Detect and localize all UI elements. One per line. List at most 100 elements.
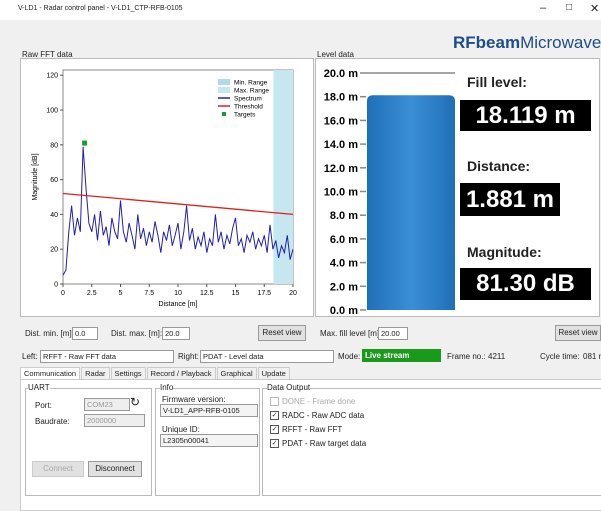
- legend-label: Min. Range: [234, 80, 268, 87]
- legend-swatch: [222, 112, 226, 116]
- plot-area: [62, 69, 294, 285]
- label: Port:: [35, 401, 52, 410]
- y-tick-label: 4.0 m: [330, 258, 358, 270]
- magnitude-label: Magnitude:: [467, 244, 542, 260]
- checkbox-label: DONE - Frame done: [282, 397, 356, 406]
- y-tick-label: 100: [46, 108, 58, 115]
- legend-swatch: [218, 87, 230, 93]
- x-tick-label: 2.5: [87, 290, 97, 297]
- logo-a: RFbeam: [453, 33, 521, 52]
- dist-max-input[interactable]: 20.0: [162, 327, 190, 340]
- firmware-field: V-LD1_APP-RFB-0105: [160, 404, 258, 417]
- y-tick-label: 120: [46, 73, 58, 80]
- y-tick-label: 20: [50, 247, 58, 254]
- legend-label: Targets: [234, 112, 256, 119]
- checkbox-label: RADC - Raw ADC data: [282, 411, 365, 420]
- tab[interactable]: Settings: [110, 367, 146, 379]
- checkbox[interactable]: ✓: [270, 439, 279, 448]
- legend-label: Max. Range: [234, 88, 269, 95]
- label: Firmware version:: [162, 395, 226, 404]
- disconnect-button[interactable]: Disconnect: [88, 461, 142, 477]
- x-tick-label: 20: [289, 290, 297, 297]
- legend-label: Spectrum: [234, 96, 262, 103]
- x-tick-label: 15: [232, 290, 240, 297]
- title-bar: V-LD1 - Radar control panel - V-LD1_CTP-…: [0, 0, 601, 20]
- y-tick-label: 20.0 m: [324, 68, 358, 80]
- distance-label: Distance:: [467, 158, 531, 174]
- panel-title: Level data: [317, 50, 354, 59]
- y-tick-label: 8.0 m: [330, 210, 358, 222]
- tab[interactable]: Graphical: [216, 367, 257, 379]
- y-tick-label: 40: [50, 212, 58, 219]
- refresh-icon[interactable]: ↻: [130, 395, 141, 409]
- y-tick-label: 16.0 m: [324, 115, 358, 127]
- uid-field: L2305n00041: [160, 434, 258, 447]
- panel-title: Raw FFT data: [22, 50, 73, 59]
- y-axis-label: Magnitude [dB]: [32, 153, 39, 200]
- cycle-value: 081 m: [583, 352, 601, 361]
- x-tick-label: 5: [119, 290, 123, 297]
- close[interactable]: ✕: [590, 3, 600, 15]
- label: Unique ID:: [162, 425, 200, 434]
- x-tick-label: 7.5: [144, 290, 154, 297]
- tab[interactable]: Record / Playback: [146, 367, 216, 379]
- maximize[interactable]: □: [566, 2, 573, 13]
- group-title: Data Output: [267, 383, 311, 392]
- label: Left:: [22, 352, 38, 361]
- checkbox[interactable]: ✓: [270, 411, 279, 420]
- port-select[interactable]: COM23: [84, 398, 130, 411]
- tab[interactable]: Radar: [81, 367, 110, 379]
- label: Baudrate:: [35, 417, 70, 426]
- level-bar: [367, 95, 455, 310]
- target-marker: [82, 140, 88, 146]
- label: Mode:: [338, 352, 361, 361]
- logo-b: Microwave: [520, 33, 601, 52]
- y-tick-label: 80: [50, 142, 58, 149]
- label: Dist. min. [m]:: [25, 329, 74, 338]
- x-tick-label: 17.5: [257, 290, 271, 297]
- y-tick-label: 10.0 m: [324, 187, 358, 199]
- fill-label: Fill level:: [467, 74, 527, 90]
- y-tick-label: 18.0 m: [324, 92, 358, 104]
- y-tick-label: 14.0 m: [324, 139, 358, 151]
- fill-value: 18.119 m: [460, 100, 591, 131]
- legend-label: Threshold: [234, 104, 263, 111]
- y-tick-label: 60: [50, 177, 58, 184]
- max-fill-input[interactable]: 20.00: [378, 327, 408, 340]
- reset-view-button[interactable]: Reset view: [258, 325, 306, 341]
- tab[interactable]: Communication: [20, 367, 81, 379]
- group-title: UART: [28, 383, 50, 392]
- series-line: [62, 146, 294, 276]
- group-title: Info: [160, 383, 174, 392]
- dist-min-input[interactable]: 0.0: [72, 327, 98, 340]
- distance-value: 1.881 m: [460, 183, 560, 216]
- x-tick-label: 12.5: [200, 290, 214, 297]
- y-tick-label: 2.0 m: [330, 281, 358, 293]
- range-area: [273, 70, 293, 284]
- mode-indicator: Live stream: [362, 349, 441, 362]
- right-select[interactable]: PDAT - Level data: [200, 350, 334, 363]
- x-axis-label: Distance [m]: [159, 301, 198, 308]
- label: Dist. max. [m]:: [111, 329, 163, 338]
- x-tick-label: 10: [174, 290, 182, 297]
- x-tick-label: 0: [61, 290, 65, 297]
- checkbox[interactable]: [270, 397, 279, 406]
- logo: RFbeamMicrowave: [453, 33, 601, 53]
- frame-value: 4211: [488, 352, 506, 361]
- y-tick-label: 12.0 m: [324, 163, 358, 175]
- checkbox-label: PDAT - Raw target data: [282, 439, 367, 448]
- left-select[interactable]: RFFT - Raw FFT data: [40, 350, 174, 363]
- checkbox[interactable]: ✓: [270, 425, 279, 434]
- magnitude-value: 81.30 dB: [460, 268, 591, 300]
- label: Max. fill level [m]:: [320, 329, 382, 338]
- y-tick-label: 6.0 m: [330, 234, 358, 246]
- label: Frame no.:: [447, 352, 486, 361]
- legend-swatch: [218, 79, 230, 85]
- window-title: V-LD1 - Radar control panel - V-LD1_CTP-…: [18, 5, 183, 12]
- connect-button[interactable]: Connect: [32, 461, 84, 477]
- minimize[interactable]: –: [540, 2, 547, 14]
- baud-select[interactable]: 2000000: [84, 414, 145, 427]
- checkbox-label: RFFT - Raw FFT: [282, 425, 343, 434]
- tab[interactable]: Update: [257, 367, 290, 379]
